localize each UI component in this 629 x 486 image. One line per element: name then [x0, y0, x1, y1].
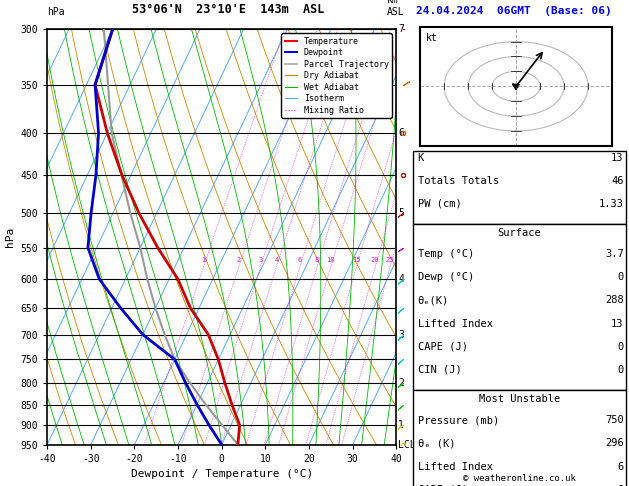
Text: 288: 288	[605, 295, 623, 306]
Text: CAPE (J): CAPE (J)	[418, 342, 468, 352]
Text: 2: 2	[398, 378, 404, 388]
Text: PW (cm): PW (cm)	[418, 199, 462, 209]
Text: kt: kt	[426, 33, 438, 43]
Text: Most Unstable: Most Unstable	[479, 394, 560, 404]
Text: 13: 13	[611, 153, 623, 163]
Text: 4: 4	[274, 258, 279, 263]
Text: Temp (°C): Temp (°C)	[418, 249, 474, 259]
Text: LCL: LCL	[398, 440, 416, 450]
Text: 6: 6	[298, 258, 302, 263]
Text: Lifted Index: Lifted Index	[418, 319, 493, 329]
Text: 3.7: 3.7	[605, 249, 623, 259]
Text: 10: 10	[326, 258, 335, 263]
Y-axis label: hPa: hPa	[5, 227, 15, 247]
Text: km
ASL: km ASL	[387, 0, 404, 17]
Text: 8: 8	[315, 258, 320, 263]
Text: K: K	[418, 153, 424, 163]
Text: Totals Totals: Totals Totals	[418, 176, 499, 186]
Text: 3: 3	[259, 258, 263, 263]
Text: 750: 750	[605, 415, 623, 425]
Text: 20: 20	[371, 258, 379, 263]
Text: 5: 5	[398, 208, 404, 218]
Text: 1.33: 1.33	[599, 199, 623, 209]
Text: 0: 0	[618, 365, 623, 375]
Text: 7: 7	[398, 24, 404, 34]
Text: Pressure (mb): Pressure (mb)	[418, 415, 499, 425]
Text: hPa: hPa	[47, 7, 65, 17]
Bar	[413, 225, 626, 390]
Text: Surface: Surface	[498, 228, 542, 238]
Text: 25: 25	[386, 258, 394, 263]
Legend: Temperature, Dewpoint, Parcel Trajectory, Dry Adiabat, Wet Adiabat, Isotherm, Mi: Temperature, Dewpoint, Parcel Trajectory…	[281, 34, 392, 118]
Text: Mixing Ratio (g/kg): Mixing Ratio (g/kg)	[421, 181, 431, 293]
Text: θₑ (K): θₑ (K)	[418, 438, 455, 449]
Text: 15: 15	[352, 258, 360, 263]
Text: 1: 1	[201, 258, 206, 263]
Text: 3: 3	[398, 330, 404, 340]
Text: θₑ(K): θₑ(K)	[418, 295, 449, 306]
Text: 46: 46	[611, 176, 623, 186]
Bar	[413, 390, 626, 486]
Text: CIN (J): CIN (J)	[418, 365, 462, 375]
Text: 0: 0	[618, 272, 623, 282]
Text: 4: 4	[398, 274, 404, 284]
Text: Lifted Index: Lifted Index	[418, 462, 493, 471]
X-axis label: Dewpoint / Temperature (°C): Dewpoint / Temperature (°C)	[131, 469, 313, 479]
Text: 2: 2	[237, 258, 241, 263]
Text: CAPE (J): CAPE (J)	[418, 485, 468, 486]
Text: 24.04.2024  06GMT  (Base: 06): 24.04.2024 06GMT (Base: 06)	[416, 5, 612, 16]
Text: 0: 0	[618, 485, 623, 486]
Text: 296: 296	[605, 438, 623, 449]
Bar	[413, 151, 626, 224]
Text: 6: 6	[618, 462, 623, 471]
Text: Dewp (°C): Dewp (°C)	[418, 272, 474, 282]
Text: 53°06'N  23°10'E  143m  ASL: 53°06'N 23°10'E 143m ASL	[132, 2, 325, 16]
Text: © weatheronline.co.uk: © weatheronline.co.uk	[463, 473, 576, 483]
Text: 1: 1	[398, 420, 404, 430]
Text: 6: 6	[398, 128, 404, 138]
Text: 0: 0	[618, 342, 623, 352]
Text: 13: 13	[611, 319, 623, 329]
